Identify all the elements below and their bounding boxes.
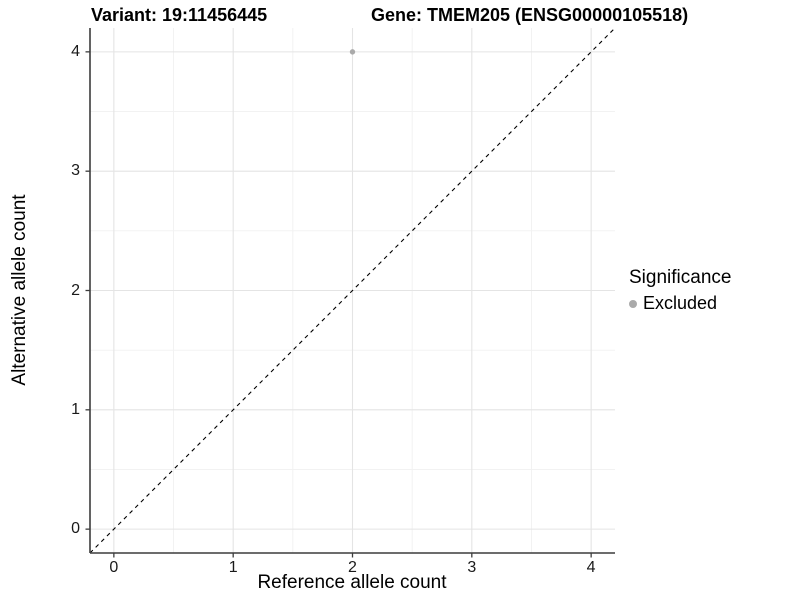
y-tick-label: 4 [71,42,80,60]
x-tick-label: 1 [228,559,238,576]
legend-title: Significance [629,267,732,288]
legend-entry-label: Excluded [643,293,718,313]
excluded-point-icon [629,299,637,308]
x-tick-label: 3 [467,559,477,576]
x-tick-label: 2 [348,559,357,576]
x-axis-title: Reference allele count [257,572,447,593]
x-tick-label: 0 [109,559,119,576]
y-tick-label: 2 [71,281,80,299]
x-tick-label: 4 [586,559,596,576]
y-tick-label: 0 [71,520,80,538]
y-tick-label: 3 [71,162,80,180]
plot-title-variant: Variant: 19:11456445 [91,5,268,25]
plot-title-gene: Gene: TMEM205 (ENSG00000105518) [371,5,689,25]
legend: Significance Excluded [629,267,731,314]
legend-entry-excluded: Excluded [629,293,731,314]
data-point [349,49,356,55]
plot-panel [85,27,616,558]
y-tick-label: 1 [71,400,80,418]
y-axis-title: Alternative allele count [9,194,30,386]
identity-line [89,27,616,554]
